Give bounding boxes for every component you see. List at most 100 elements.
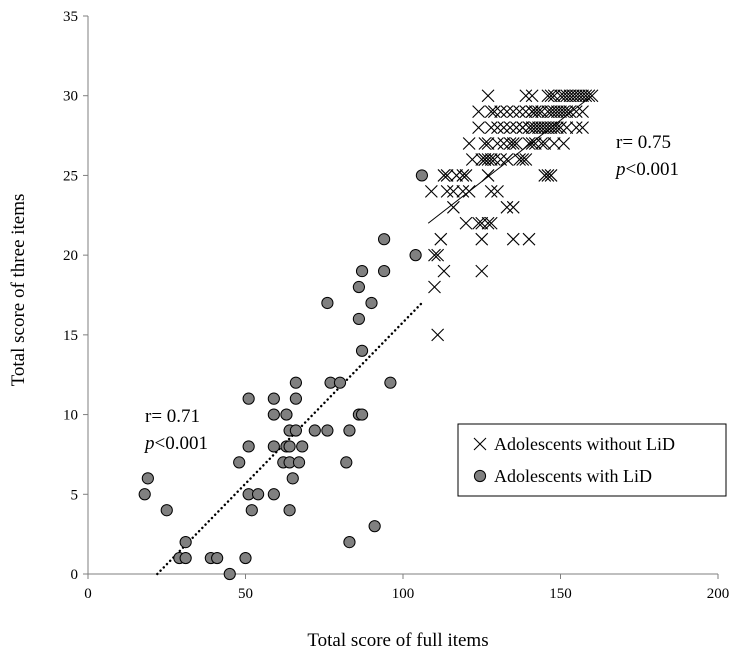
legend-marker-x	[473, 437, 487, 451]
data-point-without-lid	[428, 280, 441, 294]
data-point-without-lid	[478, 153, 492, 166]
data-point-without-lid	[431, 248, 445, 262]
data-point-with-lid	[368, 520, 381, 533]
data-point-without-lid	[576, 89, 589, 103]
data-point-with-lid	[352, 280, 365, 294]
data-point-with-lid	[141, 472, 154, 485]
data-point-without-lid	[456, 169, 470, 182]
data-point-with-lid	[252, 488, 265, 501]
data-point-without-lid	[484, 153, 498, 166]
data-point-with-lid	[138, 488, 151, 501]
data-point-with-lid	[355, 264, 369, 278]
y-tick-label: 20	[63, 248, 78, 264]
trendlines	[156, 95, 593, 576]
data-point-without-lid	[566, 89, 580, 103]
x-axis-ticks: 0 50 100 150 200	[84, 574, 729, 602]
data-point-without-lid	[576, 105, 589, 119]
legend-box	[457, 423, 727, 497]
data-point-without-lid	[532, 121, 545, 134]
data-point-without-lid	[472, 121, 485, 134]
data-point-without-lid	[447, 200, 460, 214]
data-point-without-lid	[563, 105, 577, 119]
y-tick-label: 30	[63, 89, 78, 105]
data-point-without-lid	[491, 184, 504, 198]
data-point-without-lid	[585, 89, 599, 103]
data-point-without-lid	[563, 89, 577, 103]
data-point-without-lid	[494, 105, 508, 119]
data-point-without-lid	[525, 105, 539, 119]
data-point-without-lid	[513, 105, 526, 119]
data-point-without-lid	[500, 200, 514, 214]
data-point-without-lid	[538, 169, 552, 182]
data-point-without-lid	[547, 105, 561, 119]
data-point-without-lid	[573, 89, 586, 103]
annotation-p-with-lid: p<0.001	[143, 433, 208, 454]
data-point-with-lid	[333, 376, 347, 389]
data-point-without-lid	[462, 184, 476, 198]
data-point-without-lid	[557, 105, 571, 119]
legend: Adolescents without LiD Adolescents with…	[457, 423, 727, 497]
y-tick-label: 0	[71, 567, 79, 583]
data-point-without-lid	[528, 121, 542, 134]
data-point-without-lid	[434, 232, 448, 246]
data-point-with-lid	[245, 504, 258, 517]
data-point-with-lid	[308, 424, 321, 437]
data-point-without-lid	[475, 232, 489, 246]
y-tick-label: 25	[63, 168, 78, 184]
data-point-without-lid	[547, 89, 561, 103]
data-point-with-lid	[365, 296, 378, 310]
data-point-with-lid	[242, 392, 255, 405]
data-point-without-lid	[450, 169, 463, 182]
data-point-with-lid	[283, 440, 296, 453]
data-point-with-lid	[239, 551, 252, 565]
y-tick-label: 35	[63, 9, 78, 25]
data-point-without-lid	[569, 121, 583, 134]
data-point-with-lid	[321, 424, 334, 437]
data-point-with-lid	[355, 408, 369, 421]
data-point-without-lid	[535, 137, 548, 150]
data-point-without-lid	[535, 121, 548, 134]
data-point-without-lid	[484, 216, 498, 230]
data-point-without-lid	[538, 121, 552, 134]
data-point-without-lid	[579, 89, 593, 103]
data-point-without-lid	[447, 184, 460, 198]
data-point-without-lid	[544, 169, 558, 182]
data-point-with-lid	[378, 233, 391, 246]
data-point-without-lid	[437, 264, 451, 278]
data-point-without-lid	[465, 153, 479, 166]
data-point-with-lid	[233, 456, 246, 469]
data-point-without-lid	[481, 216, 495, 230]
x-tick-label: 50	[238, 586, 253, 602]
p-value: <0.001	[626, 159, 679, 180]
legend-marker-circle	[473, 469, 487, 483]
data-point-without-lid	[516, 153, 530, 166]
x-axis-title: Total score of full items	[307, 630, 488, 651]
data-point-without-lid	[557, 89, 571, 103]
data-point-without-lid	[525, 89, 539, 103]
data-point-without-lid	[497, 121, 511, 134]
data-point-without-lid	[491, 137, 504, 150]
data-point-without-lid	[550, 105, 564, 119]
data-point-with-lid	[415, 169, 428, 182]
y-axis-title: Total score of three items	[8, 194, 29, 387]
data-point-without-lid	[459, 169, 473, 182]
data-point-with-lid	[289, 392, 302, 405]
data-point-without-lid	[541, 169, 555, 182]
data-point-without-lid	[569, 89, 583, 103]
data-point-with-lid	[340, 456, 353, 469]
data-point-without-lid	[576, 121, 589, 134]
plot-area: 0 50 100 150 200 0 5 10 15 20 25 30 35	[63, 9, 729, 602]
data-point-without-lid	[557, 137, 571, 150]
data-point-without-lid	[547, 121, 561, 134]
data-point-without-lid	[522, 121, 536, 134]
data-point-without-lid	[459, 216, 473, 230]
data-point-without-lid	[528, 137, 542, 150]
data-point-with-lid	[343, 424, 356, 437]
data-point-without-lid	[525, 121, 539, 134]
x-tick-label: 200	[707, 586, 730, 602]
data-point-with-lid	[352, 312, 365, 326]
data-point-without-lid	[554, 89, 567, 103]
data-point-without-lid	[541, 121, 555, 134]
data-point-with-lid	[378, 264, 391, 278]
